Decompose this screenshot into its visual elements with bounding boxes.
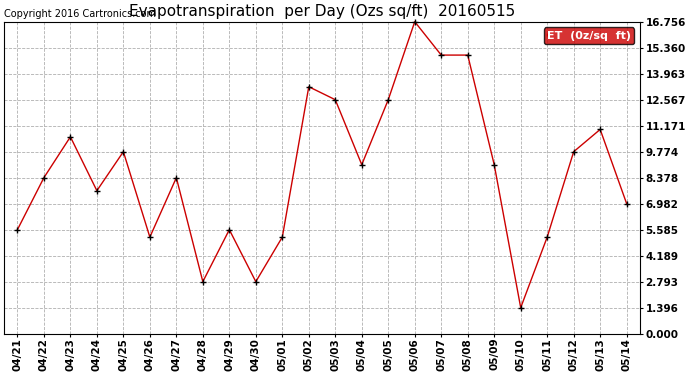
Text: Copyright 2016 Cartronics.com: Copyright 2016 Cartronics.com: [4, 9, 156, 19]
Legend: ET  (0z/sq  ft): ET (0z/sq ft): [544, 27, 634, 44]
Title: Evapotranspiration  per Day (Ozs sq/ft)  20160515: Evapotranspiration per Day (Ozs sq/ft) 2…: [129, 4, 515, 19]
